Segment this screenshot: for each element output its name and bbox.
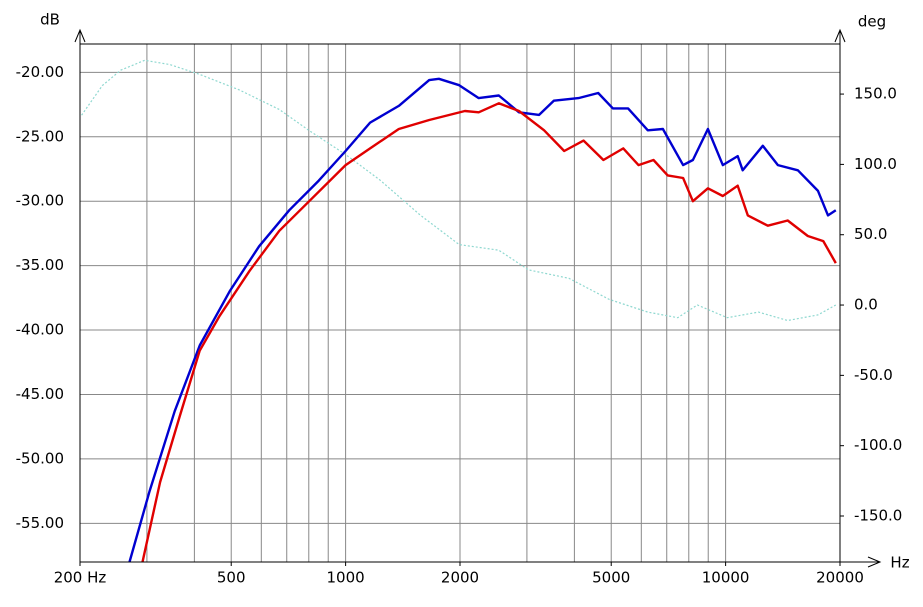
y2-tick-label: 0.0 [854,296,878,314]
y2-tick-label: -150.0 [854,507,902,525]
x-tick-label: 2000 [441,569,479,587]
y-arrow [74,28,86,43]
x-unit-label: Hz [890,554,909,572]
series-line [141,102,837,563]
y-tick-label: -25.00 [16,127,64,145]
y2-tick-label: -100.0 [854,436,902,454]
x-tick-label: 20000 [816,569,864,587]
y-tick-label: -45.00 [16,385,64,403]
y2-arrow [834,28,846,43]
x-arrow [867,556,882,568]
y2-unit-label: deg [858,13,886,31]
y2-tick-label: 50.0 [854,225,887,243]
x-tick-label: 1000 [327,569,365,587]
y-tick-label: -40.00 [16,321,64,339]
grid [80,44,841,562]
x-tick-label: 200 Hz [54,569,107,587]
y2-tick-label: 100.0 [854,155,897,173]
y-tick-label: -35.00 [16,256,64,274]
y2-tick-label: -50.0 [854,366,893,384]
y-tick-label: -30.00 [16,192,64,210]
y-unit-label: dB [40,11,60,29]
x-tick-label: 10000 [702,569,750,587]
x-tick-label: 500 [217,569,246,587]
x-tick-label: 5000 [592,569,630,587]
series-line [128,77,837,563]
plot [81,59,837,563]
y2-tick-label: 150.0 [854,85,897,103]
y-tick-label: -55.00 [16,514,64,532]
y-tick-label: -20.00 [16,63,64,81]
series-line [81,59,837,322]
y-tick-label: -50.00 [16,449,64,467]
